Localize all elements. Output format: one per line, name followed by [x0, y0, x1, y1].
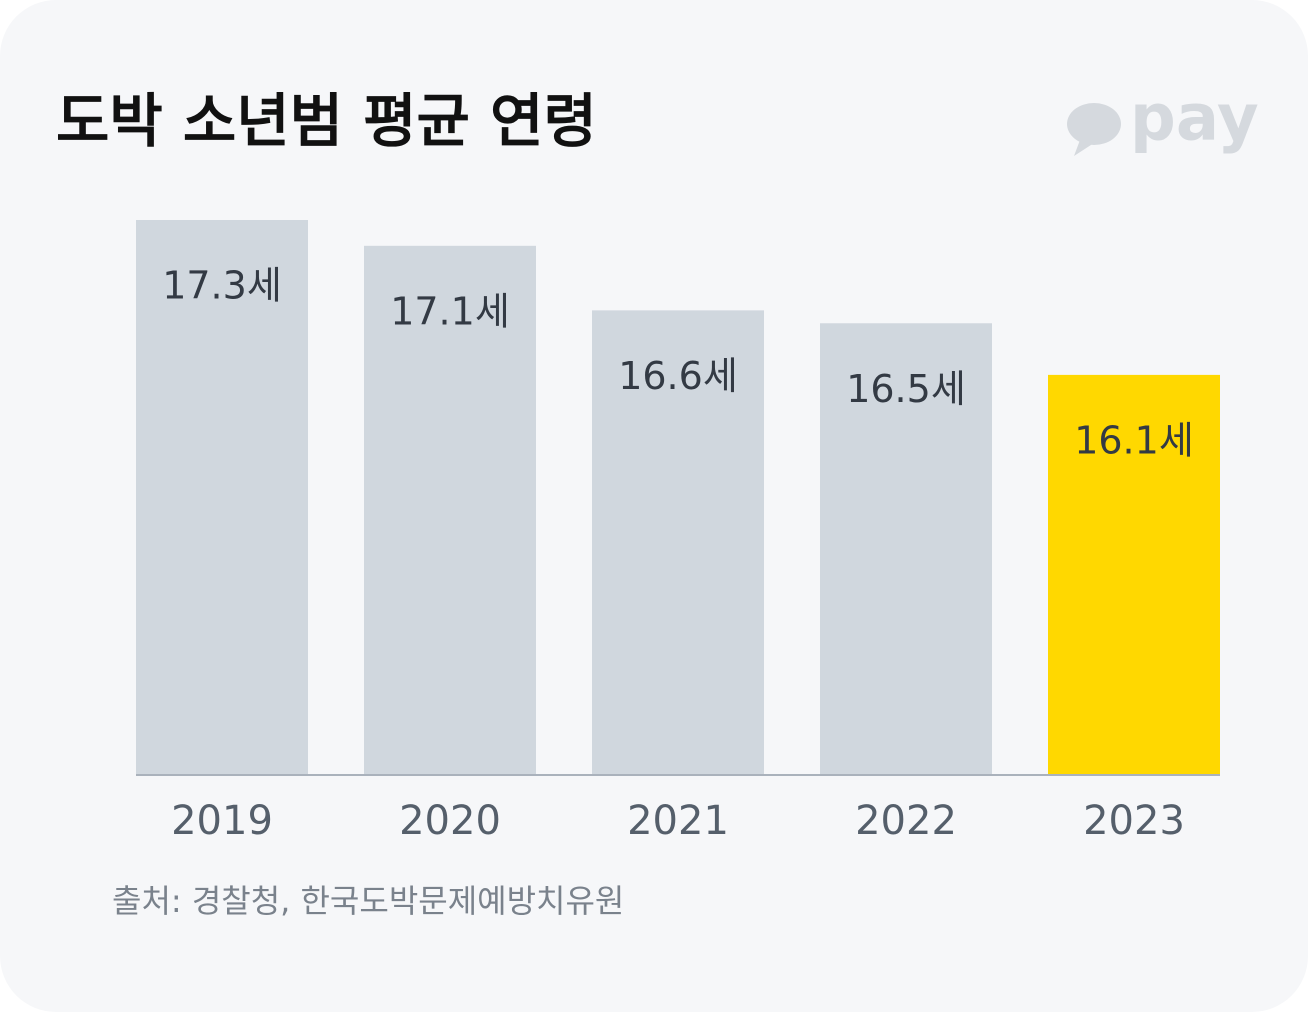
logo: pay [1067, 82, 1259, 156]
chart-title: 도박 소년범 평균 연령 [56, 87, 597, 155]
value-label: 17.1세 [390, 289, 510, 333]
bar [820, 323, 992, 775]
x-tick-label: 2019 [171, 798, 273, 844]
x-tick-label: 2020 [399, 798, 501, 844]
logo-tail [1074, 140, 1094, 156]
logo-text: pay [1130, 82, 1259, 156]
bar [364, 245, 536, 775]
x-tick-label: 2021 [627, 798, 729, 844]
bar [1048, 374, 1220, 775]
bar [136, 220, 308, 775]
value-label: 16.5세 [846, 367, 966, 411]
value-label: 16.6세 [618, 354, 738, 398]
source: 출처: 경찰청, 한국도박문제예방치유원 [112, 882, 624, 920]
value-label: 17.3세 [162, 264, 282, 308]
x-tick-label: 2023 [1083, 798, 1185, 844]
bar [592, 310, 764, 775]
x-tick-label: 2022 [855, 798, 957, 844]
value-label: 16.1세 [1074, 418, 1194, 462]
logo-bubble [1067, 103, 1121, 145]
